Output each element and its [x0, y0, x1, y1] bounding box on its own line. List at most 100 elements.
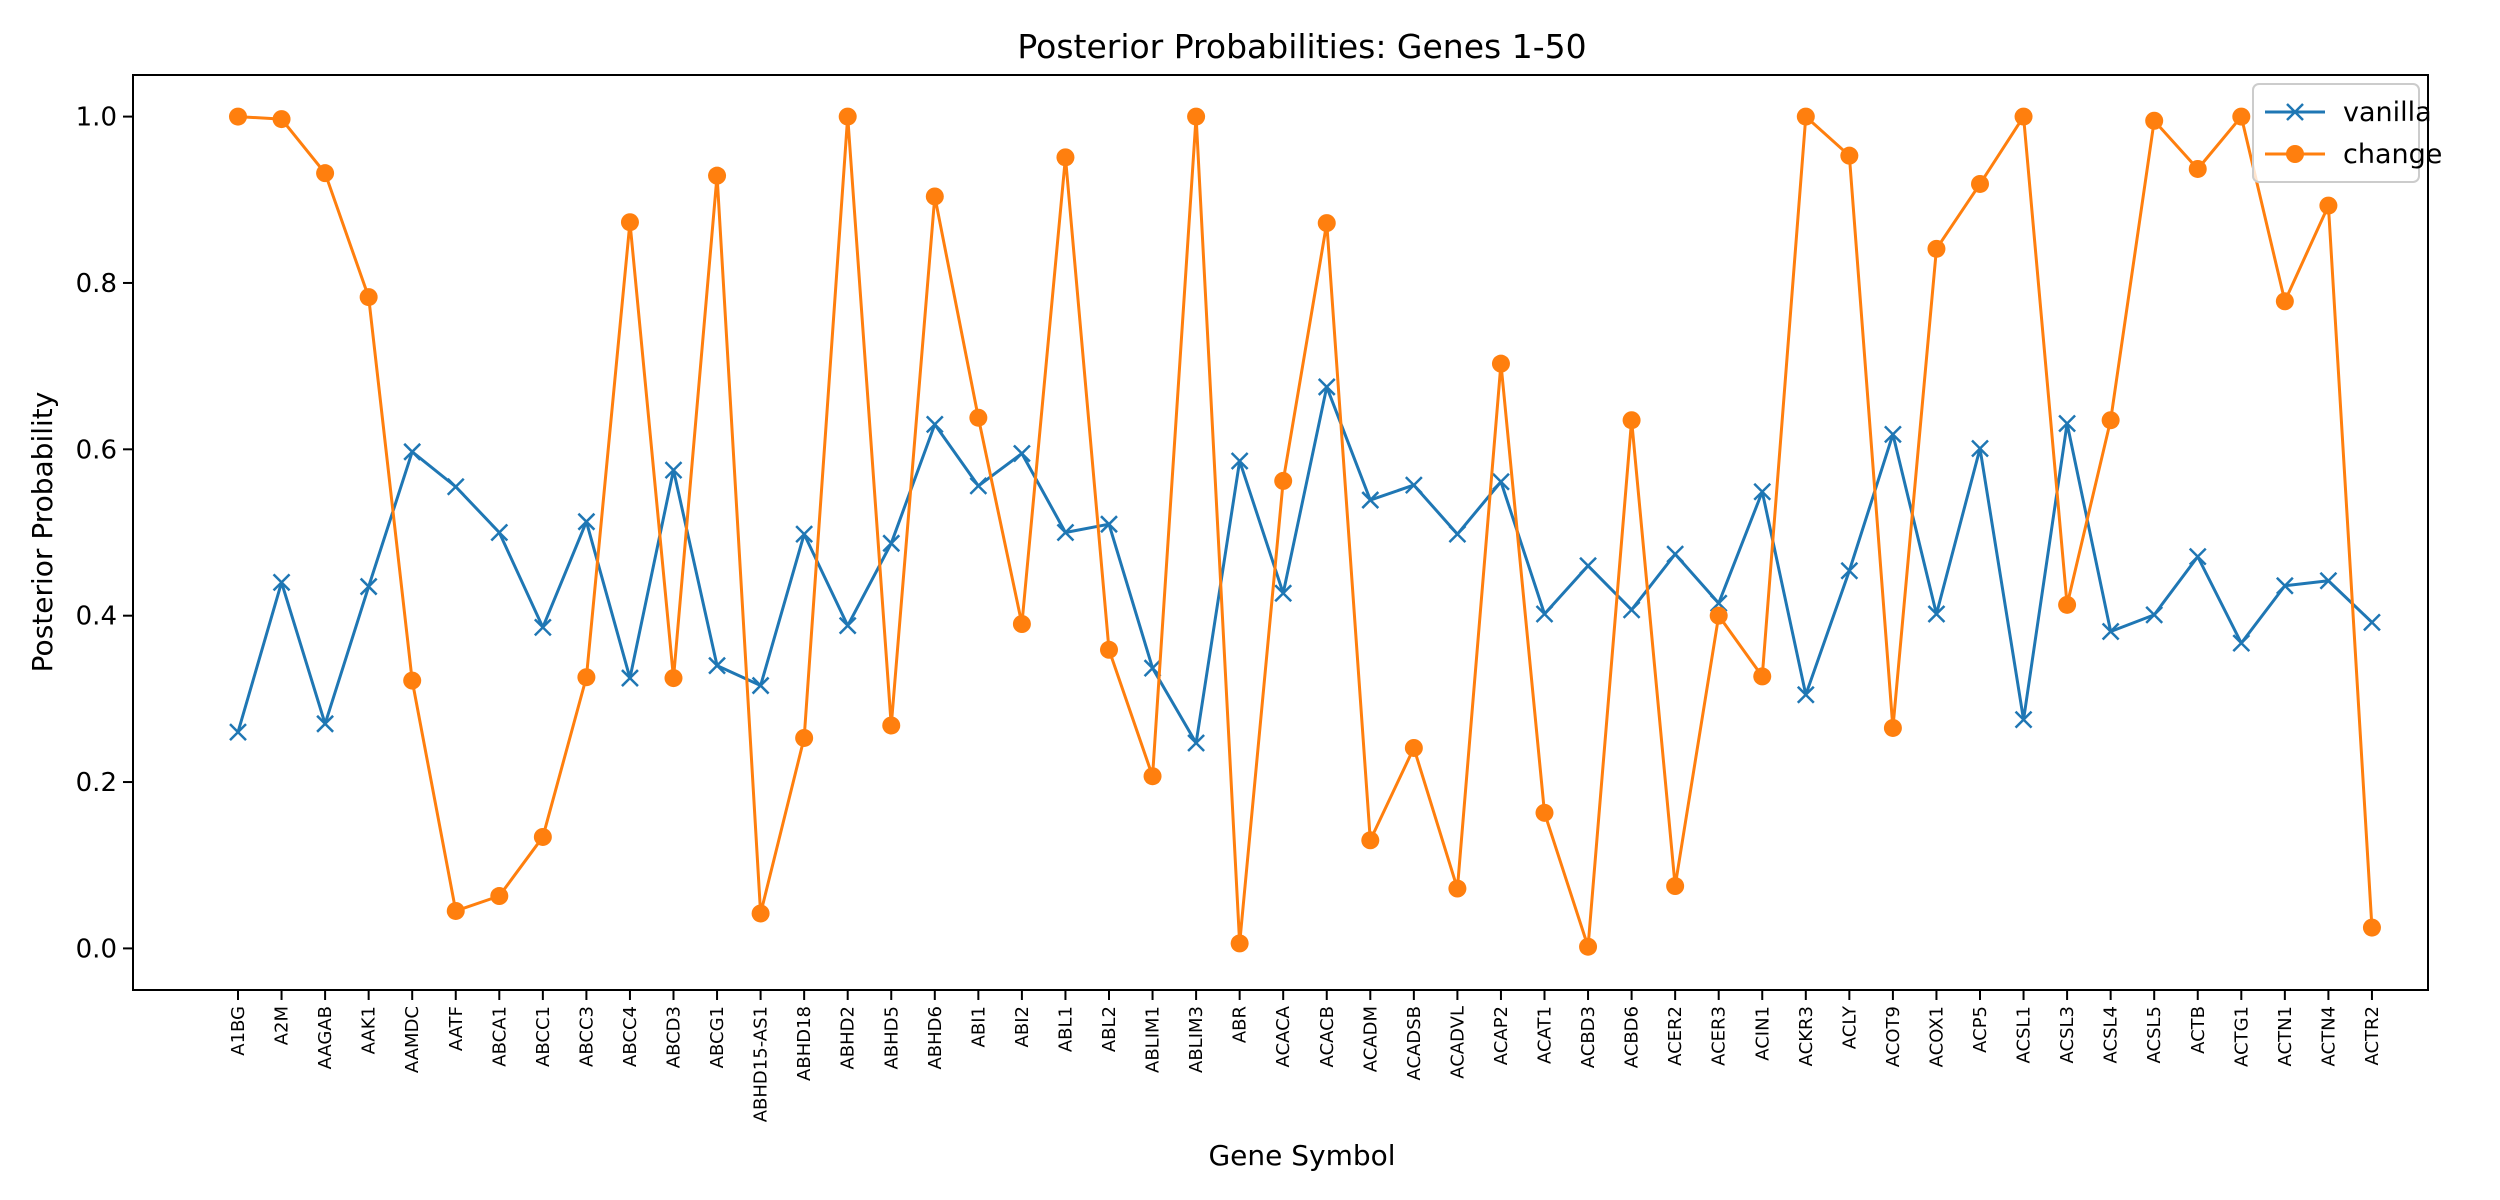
data-point-change [1361, 831, 1380, 850]
data-point-vanilla [1274, 584, 1293, 603]
data-point-vanilla [664, 461, 683, 479]
x-tick-label: ACLY [1839, 1005, 1860, 1049]
data-point-vanilla [838, 616, 857, 635]
x-tick-label: ABI2 [1012, 1006, 1033, 1047]
data-point-vanilla [1753, 482, 1772, 501]
data-point-change [446, 901, 465, 920]
x-tick-label: ACBD6 [1622, 1006, 1643, 1068]
data-point-change [403, 671, 422, 690]
y-tick-label: 0.4 [76, 602, 117, 632]
data-point-vanilla [2363, 613, 2381, 632]
data-point-change [577, 668, 596, 687]
x-tick-label: ACADM [1360, 1006, 1381, 1072]
data-point-change [838, 107, 857, 126]
x-axis: A1BG A2M AAGAB AAK1 AAMDC AATF ABCA1 ABCC1 ABCC3… [228, 990, 2383, 1122]
x-tick-label: ACAT1 [1535, 1006, 1556, 1064]
data-point-change [2232, 107, 2251, 126]
data-point-change [1883, 718, 1902, 737]
data-point-change [2101, 411, 2120, 430]
data-point-vanilla [490, 523, 509, 542]
x-tick-label: ACSL1 [2014, 1006, 2035, 1063]
data-point-change [1491, 354, 1510, 373]
data-point-vanilla [1535, 605, 1554, 623]
data-point-vanilla [272, 573, 291, 592]
data-point-change [1535, 803, 1554, 822]
data-point-vanilla [533, 618, 552, 637]
data-point-change [1579, 937, 1598, 956]
data-point-change [969, 408, 988, 427]
data-point-vanilla [1796, 685, 1815, 704]
data-point-change [533, 827, 552, 846]
x-tick-label: ABCC3 [576, 1006, 597, 1067]
data-point-vanilla [446, 477, 465, 496]
x-tick-label: ACTR2 [2362, 1006, 2383, 1066]
data-point-change [882, 716, 901, 735]
data-point-vanilla [2058, 414, 2076, 433]
x-tick-label: ABHD15-AS1 [751, 1006, 772, 1122]
data-point-vanilla [751, 676, 770, 695]
x-tick-label: ABLIM3 [1186, 1006, 1207, 1073]
x-tick-label: AAMDC [402, 1006, 423, 1073]
data-point-change [1448, 879, 1467, 898]
data-point-vanilla [2145, 605, 2164, 624]
x-tick-label: ACSL3 [2057, 1006, 2078, 1063]
data-point-change [1012, 615, 1031, 633]
data-point-vanilla [1971, 439, 1989, 458]
data-point-vanilla [1404, 476, 1423, 494]
x-tick-label: ABHD18 [794, 1006, 815, 1081]
data-point-vanilla [1230, 452, 1249, 470]
y-axis: 0.0 0.2 0.4 0.6 0.8 1.0 [76, 103, 133, 964]
data-point-vanilla [577, 512, 596, 531]
data-point-vanilla [1579, 556, 1597, 575]
x-tick-label: ACER3 [1709, 1006, 1730, 1066]
data-point-vanilla [708, 656, 726, 675]
data-point-vanilla [2232, 634, 2251, 653]
data-point-vanilla [1448, 525, 1467, 544]
legend: vanilla change [2252, 83, 2442, 183]
data-point-vanilla [1622, 600, 1641, 619]
series-line-vanilla [236, 385, 2373, 745]
x-tick-label: AAGAB [315, 1006, 336, 1069]
data-point-vanilla [795, 525, 814, 544]
y-axis-label: Posterior Probability [26, 392, 59, 673]
data-point-change [751, 904, 770, 923]
data-point-change [490, 887, 509, 906]
data-point-change [1230, 934, 1249, 953]
x-tick-label: ABHD6 [925, 1006, 946, 1070]
data-point-vanilla [359, 577, 378, 596]
data-point-change [2145, 111, 2164, 130]
x-tick-label: ACADVL [1447, 1006, 1468, 1079]
x-tick-label: ACIN1 [1752, 1006, 1773, 1061]
data-point-change [1187, 107, 1206, 126]
y-tick-label: 0.0 [76, 934, 117, 964]
series-change [229, 107, 2381, 956]
x-tick-label: A1BG [228, 1006, 249, 1056]
legend-marker-change [2286, 145, 2304, 163]
y-tick-label: 0.6 [76, 435, 117, 465]
x-tick-label: ABL2 [1099, 1006, 1120, 1052]
data-point-change [1143, 767, 1162, 786]
data-point-change [2319, 196, 2338, 215]
data-point-change [708, 166, 727, 185]
x-tick-label: ABHD2 [838, 1006, 859, 1070]
data-point-vanilla [2014, 710, 2033, 729]
chart-title: Posterior Probabilities: Genes 1-50 [1017, 27, 1586, 66]
data-point-change [1840, 146, 1859, 165]
legend-label-vanilla: vanilla [2343, 97, 2432, 128]
data-point-vanilla [2319, 571, 2338, 590]
data-point-change [359, 288, 378, 307]
x-tick-label: AATF [446, 1006, 467, 1051]
x-tick-label: AAK1 [359, 1006, 380, 1054]
data-point-vanilla [1100, 515, 1118, 534]
data-point-vanilla [2188, 547, 2207, 566]
x-tick-label: ABCA1 [489, 1006, 510, 1067]
x-tick-label: ABCD3 [664, 1006, 685, 1068]
y-tick-label: 0.8 [76, 269, 117, 299]
x-tick-label: ACACA [1273, 1005, 1294, 1067]
x-tick-label: ACAP2 [1491, 1006, 1512, 1065]
data-point-vanilla [1927, 605, 1946, 623]
x-tick-label: ACTN1 [2275, 1006, 2296, 1066]
x-tick-label: ACP5 [1970, 1006, 1991, 1053]
data-point-vanilla [2101, 622, 2120, 641]
